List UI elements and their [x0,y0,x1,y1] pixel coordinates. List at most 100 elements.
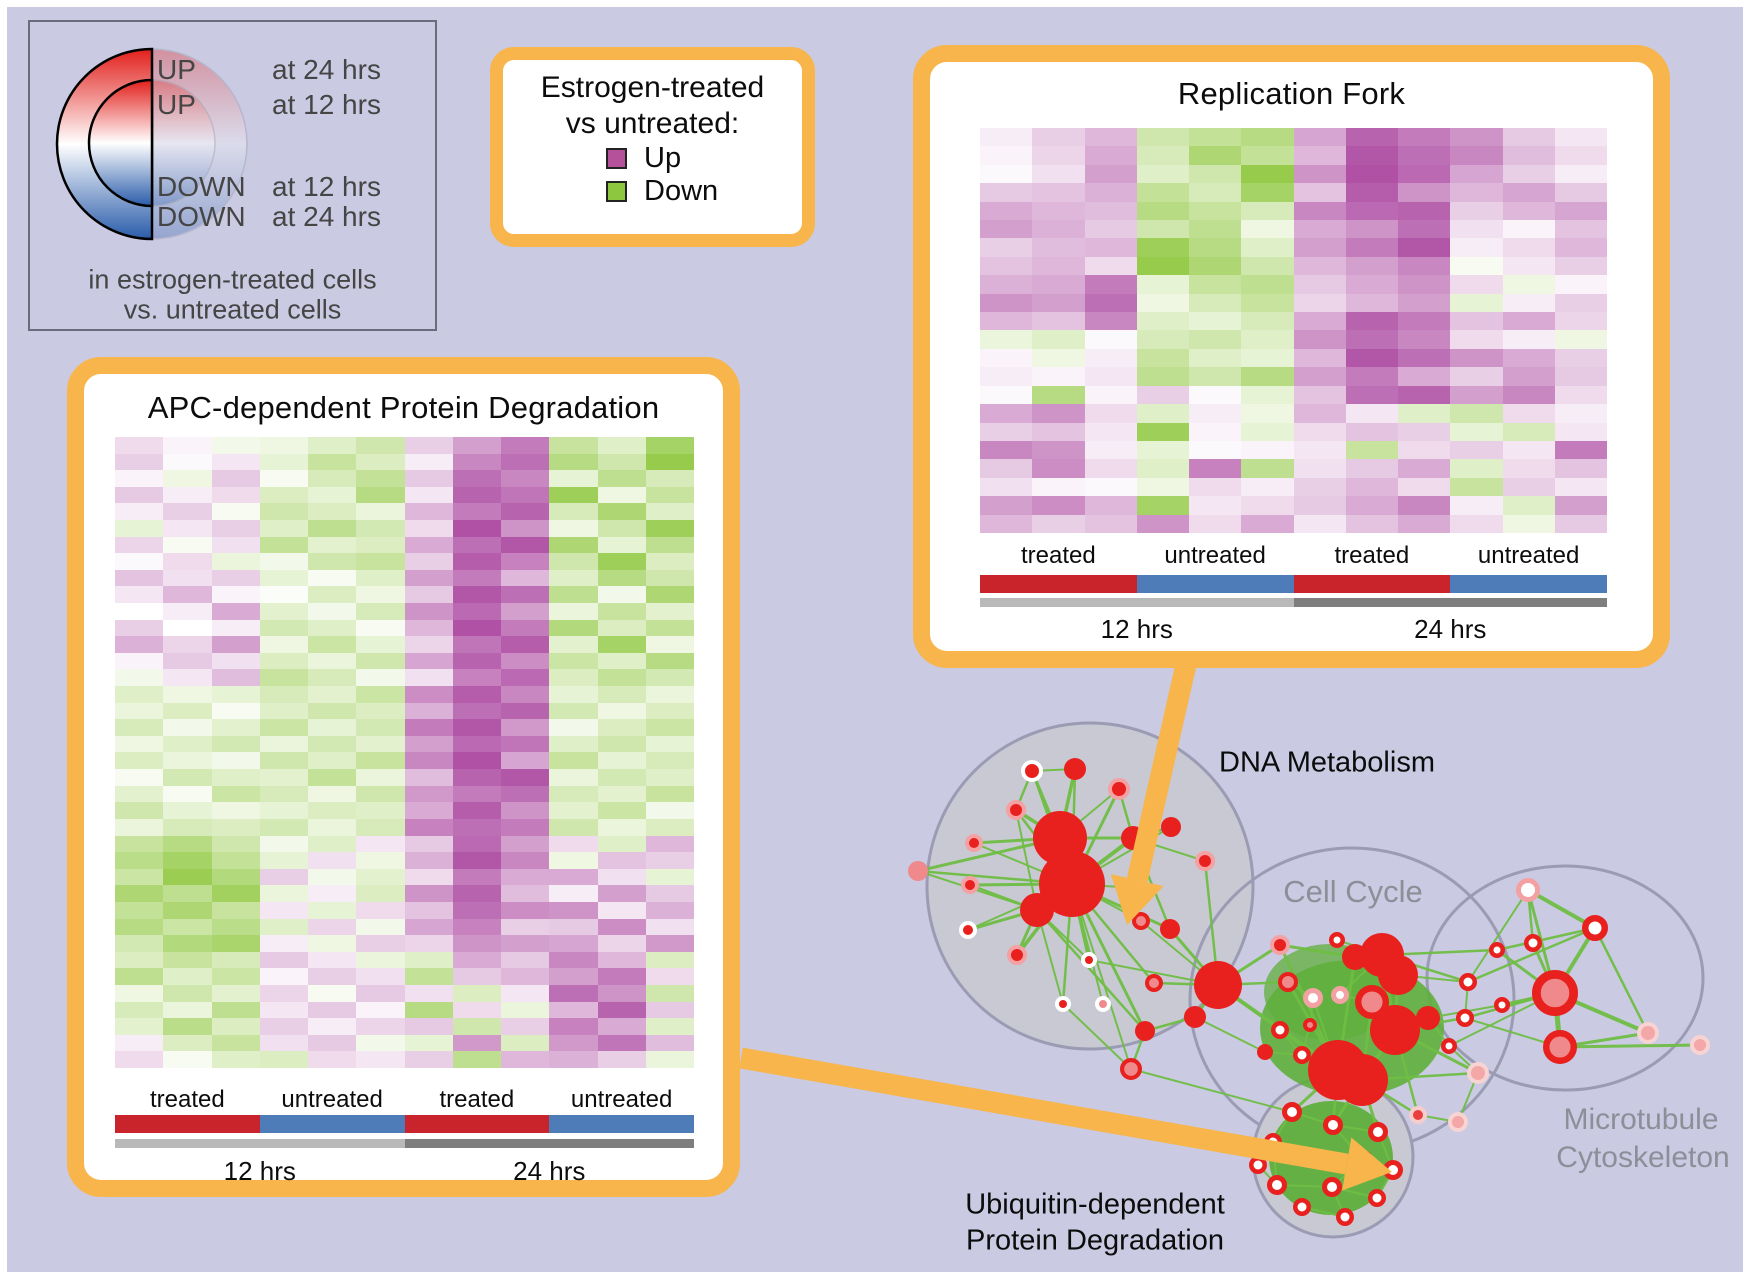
heatmap-cell [1502,496,1555,515]
heatmap-cell [597,719,646,736]
heatmap-cell [501,835,550,853]
untreated-bar [1450,575,1607,593]
heatmap-cell [452,470,501,487]
heatmap-cell [1554,256,1607,276]
heatmap-cell [1241,459,1294,478]
heatmap-cell [404,1034,453,1052]
heatmap-cell [1502,183,1555,202]
heatmap-cell [501,901,550,919]
heatmap-cell [404,918,453,936]
heatmap-cell [211,901,260,919]
heatmap-cell [163,636,212,653]
heatmap-cell [452,636,501,653]
heatmap-cell [1450,367,1503,386]
heatmap-cell [1136,128,1189,147]
heatmap-cell [452,951,501,969]
heatmap-cell [1293,220,1346,239]
heatmap-cell [1450,293,1503,313]
heatmap-cell [1345,293,1398,313]
heatmap-cell [163,702,212,720]
heatmap-cell [259,569,308,587]
heatmap-cell [404,652,453,670]
up-label: Up [644,142,682,174]
heatmap-cell [211,935,260,952]
heatmap-cell [549,735,598,753]
heatmap-cell [1032,201,1085,221]
heatmap-cell [980,293,1033,313]
heatmap-cell [308,536,357,554]
heatmap-cell [115,735,164,753]
heatmap-cell [356,752,405,770]
heatmap-cell [452,885,501,902]
heatmap-cell [404,553,453,570]
heatmap-cell [1450,477,1503,497]
heatmap-cell [1345,312,1398,331]
heatmap-cell [1554,201,1607,221]
heatmap-cell [645,1034,694,1052]
heatmap-cell [259,918,308,936]
heatmap-cell [452,569,501,587]
heatmap-cell [452,802,501,819]
heatmap-cell [115,719,164,736]
heatmap-cell [404,1018,453,1035]
heatmap-cell [1502,459,1555,478]
heatmap-cell [501,1051,550,1068]
heatmap-cell [1398,367,1451,386]
heatmap-cell [1136,256,1189,276]
heatmap-cell [163,935,212,952]
heatmap-cell [356,1051,405,1068]
heatmap-cell [211,835,260,853]
heatmap-cell [308,1051,357,1068]
ring-row-time: at 12 hrs [272,171,381,202]
treated-bar [1293,575,1451,593]
updown-rings-diagram [55,47,248,241]
heatmap-cell [308,486,357,504]
heatmap-cell [115,852,164,869]
heatmap-cell [259,536,308,554]
heatmap-cell [356,1018,405,1035]
heatmap-cell [1554,128,1607,147]
heatmap-cell [549,818,598,836]
heatmap-cell [115,918,164,936]
heatmap-cell [308,901,357,919]
heatmap-cell [1032,330,1085,349]
heatmap-cell [1554,183,1607,202]
heatmap-cell [308,686,357,703]
heatmap-cell [645,686,694,703]
heatmap-cell [452,553,501,570]
heatmap-cell [356,935,405,952]
heatmap-cell [308,918,357,936]
heatmap-cell [1084,422,1137,441]
heatmap-cell [452,852,501,869]
heatmap-cell [1554,459,1607,478]
heatmap-cell [211,1018,260,1035]
heatmap-cell [1502,367,1555,386]
heatmap-cell [308,885,357,902]
heatmap-cell [1554,514,1607,533]
heatmap-cell [259,769,308,786]
heatmap-cell [308,453,357,471]
heatmap-cell [1293,404,1346,423]
heatmap-cell [645,619,694,637]
heatmap-cell [356,885,405,902]
heatmap-cell [115,569,164,587]
heatmap-cell [211,553,260,570]
heatmap-cell [1398,164,1451,184]
heatmap-cell [501,1001,550,1019]
legend-item-up: Up [503,142,802,175]
heatmap-cell [115,686,164,703]
heatmap-cell [980,348,1033,368]
heatmap-cell [597,885,646,902]
heatmap-cell [1189,422,1242,441]
heatmap-cell [1293,367,1346,386]
heatmap-cell [1450,238,1503,257]
heatmap-cell [259,603,308,620]
heatmap-cell [211,1001,260,1019]
heatmap-cell [1554,477,1607,497]
heatmap-cell [452,1051,501,1068]
heatmap-cell [1554,422,1607,441]
heatmap-cell [115,536,164,554]
heatmap-cell [163,470,212,487]
heatmap-cell [501,852,550,869]
heatmap-cell [452,652,501,670]
